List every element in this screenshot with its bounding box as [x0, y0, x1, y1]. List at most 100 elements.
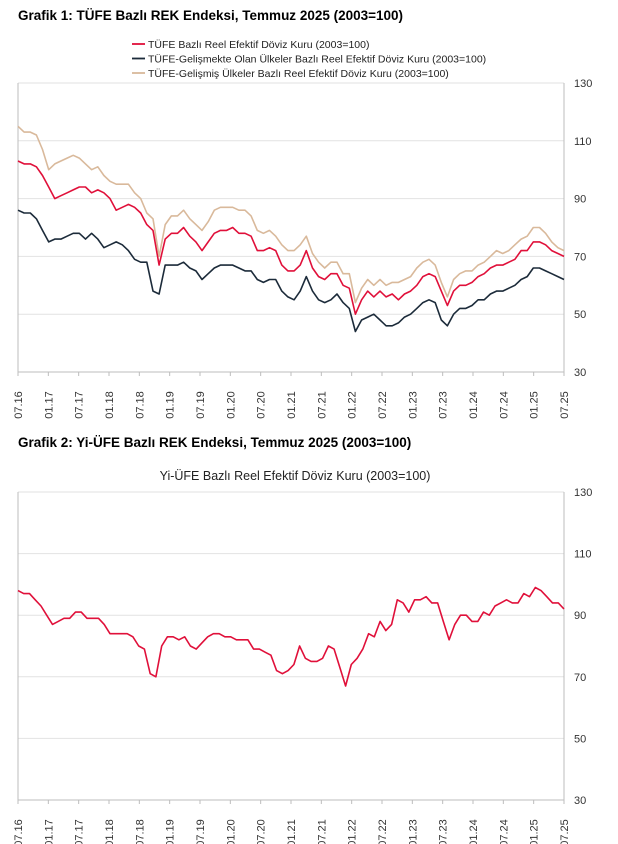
- chart1-x-tick-group: 01.19: [165, 391, 177, 419]
- chart2-x-tick-group: 07.21: [316, 819, 328, 844]
- chart1-x-tick-label: 07.21: [316, 391, 328, 419]
- chart2-x-tick-label: 07.24: [498, 819, 510, 844]
- chart1-x-tick-label: 07.22: [377, 391, 389, 419]
- chart1-x-tick-group: 01.21: [286, 391, 298, 419]
- chart2-x-tick-label: 07.22: [377, 819, 389, 844]
- chart1-x-tick-group: 01.23: [407, 391, 419, 419]
- chart1-x-tick-group: 07.17: [74, 391, 86, 419]
- chart1-heading: Grafik 1: TÜFE Bazlı REK Endeksi, Temmuz…: [18, 8, 404, 23]
- chart2-y-tick-label: 70: [574, 672, 586, 684]
- chart2-x-tick-group: 07.18: [134, 819, 146, 844]
- chart2-title: Yi-ÜFE Bazlı Reel Efektif Döviz Kuru (20…: [160, 469, 431, 483]
- chart1-legend-label: TÜFE-Gelişmekte Olan Ülkeler Bazlı Reel …: [148, 54, 486, 66]
- chart1-x-tick-group: 01.22: [347, 391, 359, 419]
- chart2-x-tick-label: 07.25: [559, 819, 571, 844]
- chart2-x-tick-group: 07.22: [377, 819, 389, 844]
- chart2-x-tick-group: 01.23: [407, 819, 419, 844]
- chart1-x-tick-label: 07.16: [13, 391, 25, 419]
- chart2-y-tick-label: 30: [574, 795, 586, 807]
- chart2-x-tick-label: 07.23: [438, 819, 450, 844]
- chart2-y-tick-label: 50: [574, 733, 586, 745]
- chart2-x-tick-group: 01.25: [529, 819, 541, 844]
- chart1-x-tick-label: 07.23: [438, 391, 450, 419]
- chart2-y-tick-label: 90: [574, 610, 586, 622]
- chart2-y-tick-label: 130: [574, 487, 592, 499]
- chart1-x-tick-label: 07.17: [74, 391, 86, 419]
- chart1-x-tick-group: 07.20: [256, 391, 268, 419]
- chart2-x-tick-group: 07.25: [559, 819, 571, 844]
- chart2-x-tick-label: 01.21: [286, 819, 298, 844]
- chart1-y-tick-label: 130: [574, 78, 592, 90]
- chart2-x-tick-group: 07.23: [438, 819, 450, 844]
- chart2-y-tick-label: 110: [574, 549, 592, 561]
- chart2-x-tick-group: 01.24: [468, 819, 480, 844]
- chart2-x-tick-group: 01.17: [43, 819, 55, 844]
- chart1-x-tick-label: 01.21: [286, 391, 298, 419]
- chart1-x-tick-group: 07.21: [316, 391, 328, 419]
- chart1-legend-label: TÜFE-Gelişmiş Ülkeler Bazlı Reel Efektif…: [148, 68, 449, 80]
- chart2-x-tick-label: 07.21: [316, 819, 328, 844]
- chart2-x-tick-group: 07.19: [195, 819, 207, 844]
- chart2-heading: Grafik 2: Yi-ÜFE Bazlı REK Endeksi, Temm…: [18, 435, 412, 450]
- chart2-x-tick-label: 01.20: [225, 819, 237, 844]
- chart1-x-tick-group: 07.24: [498, 391, 510, 419]
- chart1-x-tick-group: 01.17: [43, 391, 55, 419]
- chart2-x-tick-label: 01.18: [104, 819, 116, 844]
- chart1-x-tick-group: 07.16: [13, 391, 25, 419]
- chart1-x-tick-label: 01.19: [165, 391, 177, 419]
- chart2-x-tick-group: 01.18: [104, 819, 116, 844]
- chart1-x-tick-label: 07.18: [134, 391, 146, 419]
- chart1-y-tick-label: 70: [574, 251, 586, 263]
- chart1-series-line: [17, 125, 565, 304]
- chart1-x-tick-label: 07.25: [559, 391, 571, 419]
- chart1-x-tick-group: 01.25: [529, 391, 541, 419]
- chart1-y-tick-label: 50: [574, 309, 586, 321]
- chart1-series-line: [17, 160, 565, 316]
- chart1-x-tick-group: 07.23: [438, 391, 450, 419]
- chart1-x-tick-label: 01.22: [347, 391, 359, 419]
- chart2-x-tick-label: 01.25: [529, 819, 541, 844]
- chart2-x-tick-label: 01.24: [468, 819, 480, 844]
- chart2-series-line: [17, 586, 565, 687]
- chart2-x-tick-label: 01.22: [347, 819, 359, 844]
- chart1-x-tick-label: 07.20: [256, 391, 268, 419]
- chart2-x-tick-label: 07.18: [134, 819, 146, 844]
- chart2-x-tick-label: 01.19: [165, 819, 177, 844]
- chart2-x-tick-label: 07.16: [13, 819, 25, 844]
- chart1-x-tick-label: 01.23: [407, 391, 419, 419]
- chart1-x-tick-label: 01.17: [43, 391, 55, 419]
- chart2-x-tick-label: 01.17: [43, 819, 55, 844]
- chart1-y-tick-label: 90: [574, 194, 586, 206]
- chart1-y-tick-label: 110: [574, 136, 592, 148]
- chart1-x-tick-group: 01.24: [468, 391, 480, 419]
- chart1-x-tick-label: 01.20: [225, 391, 237, 419]
- chart1-x-tick-label: 01.25: [529, 391, 541, 419]
- chart1-x-tick-group: 01.20: [225, 391, 237, 419]
- chart2-x-tick-label: 07.19: [195, 819, 207, 844]
- chart2-x-tick-group: 01.20: [225, 819, 237, 844]
- chart1-x-tick-group: 07.18: [134, 391, 146, 419]
- chart1-series-line: [17, 209, 565, 333]
- chart1-x-tick-label: 01.24: [468, 391, 480, 419]
- chart2-x-tick-label: 07.20: [256, 819, 268, 844]
- chart1-x-tick-label: 01.18: [104, 391, 116, 419]
- chart2-x-tick-group: 07.24: [498, 819, 510, 844]
- chart1-x-tick-group: 07.25: [559, 391, 571, 419]
- chart1-x-tick-label: 07.24: [498, 391, 510, 419]
- chart2-x-tick-group: 07.16: [13, 819, 25, 844]
- chart2-x-tick-label: 07.17: [74, 819, 86, 844]
- chart1-svg: 30 50 70 90 110 130 07.16 01.17 07.17 01.18 07.18 0…: [13, 39, 592, 419]
- chart1-x-tick-group: 01.18: [104, 391, 116, 419]
- chart2-x-tick-group: 01.22: [347, 819, 359, 844]
- chart1-x-tick-group: 07.19: [195, 391, 207, 419]
- chart2-x-tick-group: 07.20: [256, 819, 268, 844]
- chart2-x-tick-group: 07.17: [74, 819, 86, 844]
- chart2-x-tick-group: 01.21: [286, 819, 298, 844]
- chart1-legend-label: TÜFE Bazlı Reel Efektif Döviz Kuru (2003…: [148, 39, 369, 51]
- chart2-x-tick-label: 01.23: [407, 819, 419, 844]
- chart2-x-tick-group: 01.19: [165, 819, 177, 844]
- chart1-x-tick-label: 07.19: [195, 391, 207, 419]
- chart1-y-tick-label: 30: [574, 367, 586, 379]
- chart1-x-tick-group: 07.22: [377, 391, 389, 419]
